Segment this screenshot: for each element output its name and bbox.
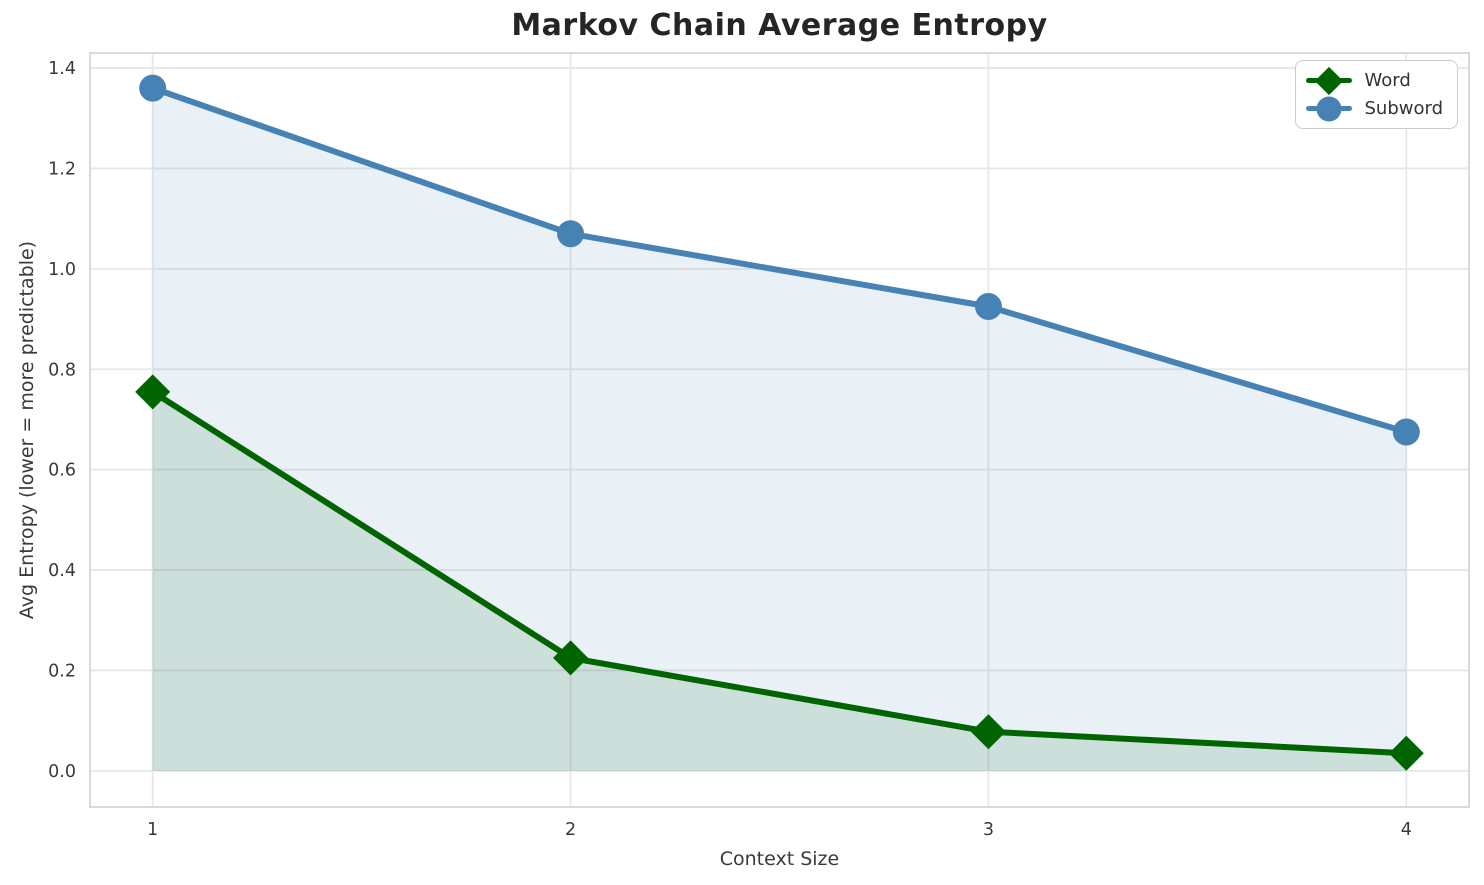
line-word (149, 388, 1410, 757)
legend-item-subword: Subword (1306, 96, 1443, 121)
marker-word-3 (970, 714, 1006, 750)
marker-word-4 (1388, 735, 1424, 771)
marker-subword-1 (139, 74, 167, 102)
y-tick-label: 0.8 (48, 360, 76, 380)
marker-word-2 (553, 640, 589, 676)
area-subword (152, 88, 1407, 771)
marker-subword-4 (1392, 418, 1420, 446)
y-tick-label: 0.2 (48, 661, 76, 681)
y-tick-label: 0.6 (48, 461, 76, 481)
legend: Word Subword (1295, 60, 1458, 129)
x-tick-label: 3 (983, 820, 994, 840)
chart-title: Markov Chain Average Entropy (511, 8, 1048, 43)
y-tick-label: 1.2 (48, 159, 76, 179)
line-subword (149, 85, 1410, 436)
x-axis-label: Context Size (719, 848, 840, 870)
x-tick-label: 1 (147, 820, 158, 840)
legend-item-word: Word (1306, 66, 1443, 96)
legend-label-word: Word (1364, 70, 1411, 91)
marker-word-1 (135, 374, 171, 410)
area-word (152, 391, 1407, 771)
y-axis-label: Avg Entropy (lower = more predictable) (16, 240, 38, 620)
legend-label-subword: Subword (1364, 98, 1443, 119)
y-tick-label: 1.0 (48, 260, 76, 280)
y-tick-label: 1.4 (48, 59, 76, 79)
marker-subword-2 (557, 220, 585, 248)
marker-subword-3 (974, 293, 1002, 321)
plot-border (89, 52, 1470, 808)
x-tick-label: 4 (1401, 820, 1412, 840)
word-diamond-marker-icon (1306, 66, 1353, 96)
y-tick-label: 0.4 (48, 561, 76, 581)
x-tick-label: 2 (565, 820, 576, 840)
y-tick-label: 0.0 (48, 762, 76, 782)
subword-circle-marker-icon (1306, 94, 1353, 124)
